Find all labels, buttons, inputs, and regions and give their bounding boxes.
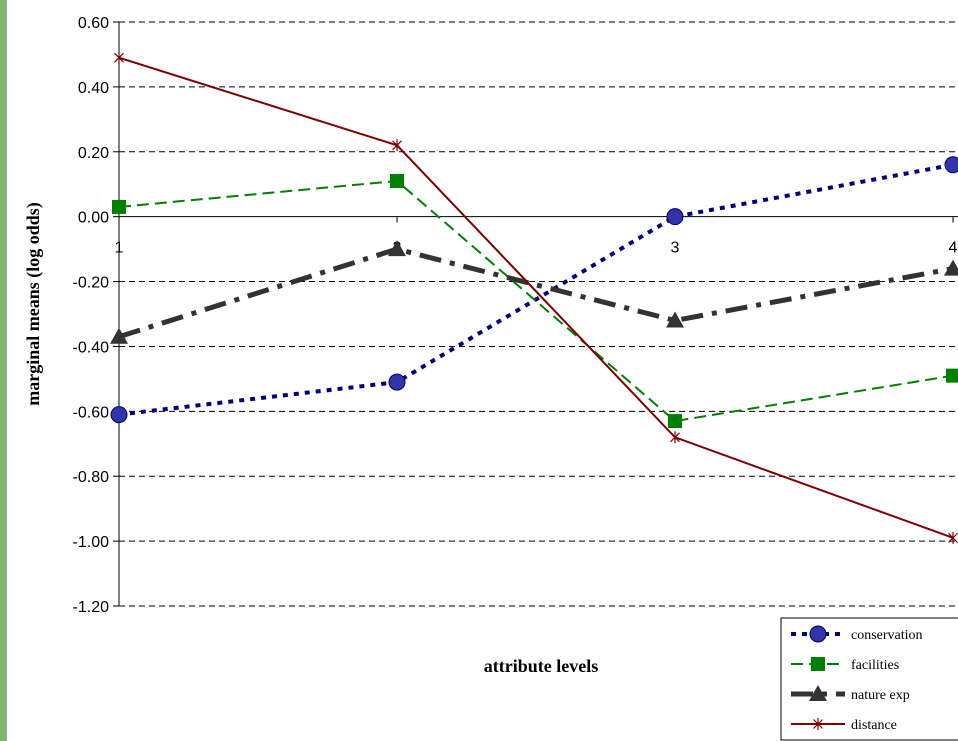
series-conservation	[110, 156, 958, 424]
y-axis-title: marginal means (log odds)	[23, 202, 44, 406]
marker-triangle	[388, 240, 406, 257]
marker-star	[813, 718, 823, 730]
legend-item: facilities	[791, 657, 899, 673]
x-tick-labels: 1234	[115, 240, 958, 257]
series-facilities	[112, 173, 958, 429]
y-tick-label: -0.60	[73, 404, 110, 421]
x-tick-label: 4	[949, 240, 958, 257]
marker-circle	[388, 373, 406, 391]
y-tick-label: 0.40	[78, 80, 109, 97]
chart-frame: 0.60 0.40 0.20 0.00 -0.20 -0.40 -0.60 -0.80 -1.0…	[6, 0, 958, 741]
marker-square	[668, 414, 682, 429]
marker-triangle	[944, 259, 958, 276]
y-tick-labels: 0.60 0.40 0.20 0.00 -0.20 -0.40 -0.60 -0.80 -1.0…	[73, 15, 110, 616]
marker-triangle	[666, 311, 684, 328]
series-distance	[114, 51, 958, 544]
y-tick-label: -0.80	[73, 469, 110, 486]
legend-item: conservation	[791, 625, 923, 643]
legend-label: conservation	[851, 628, 923, 643]
marker-star	[948, 531, 958, 544]
legend-box	[780, 617, 958, 741]
x-tick-label: 1	[115, 240, 124, 257]
series-nature-exp	[110, 240, 958, 344]
marker-square	[946, 368, 958, 383]
x-tick-label: 3	[671, 240, 680, 257]
y-tick-label: -1.20	[73, 599, 110, 616]
y-tick-label: 0.00	[78, 210, 109, 227]
series-line	[118, 56, 954, 539]
y-tick-label: -0.40	[73, 339, 110, 356]
legend: conservation facilities nature exp distance	[780, 617, 958, 741]
legend-label: facilities	[851, 658, 899, 673]
series-line	[118, 246, 954, 340]
marker-star	[670, 431, 680, 444]
y-tick-label: 0.60	[78, 15, 109, 32]
series-group	[110, 51, 958, 544]
marker-triangle	[809, 685, 827, 701]
line-chart: 0.60 0.40 0.20 0.00 -0.20 -0.40 -0.60 -0.80 -1.0…	[23, 15, 958, 741]
marker-square	[112, 199, 126, 214]
y-tick-label: -1.00	[73, 534, 110, 551]
y-tick-label: 0.20	[78, 145, 109, 162]
marker-circle	[809, 625, 827, 643]
legend-item: nature exp	[791, 685, 910, 703]
x-axis-title: attribute levels	[484, 656, 598, 676]
marker-square	[811, 657, 825, 671]
series-line	[118, 162, 954, 417]
marker-circle	[944, 156, 958, 174]
marker-circle	[110, 406, 128, 424]
marker-star	[392, 139, 402, 152]
marker-star	[114, 51, 124, 64]
y-tick-label: -0.20	[73, 275, 110, 292]
legend-item: distance	[791, 718, 897, 733]
marker-circle	[666, 208, 684, 226]
legend-label: distance	[851, 718, 897, 733]
axes	[113, 21, 958, 607]
marker-triangle	[110, 327, 128, 344]
marker-square	[390, 173, 404, 188]
grid-lines	[119, 21, 958, 607]
legend-label: nature exp	[851, 688, 910, 703]
